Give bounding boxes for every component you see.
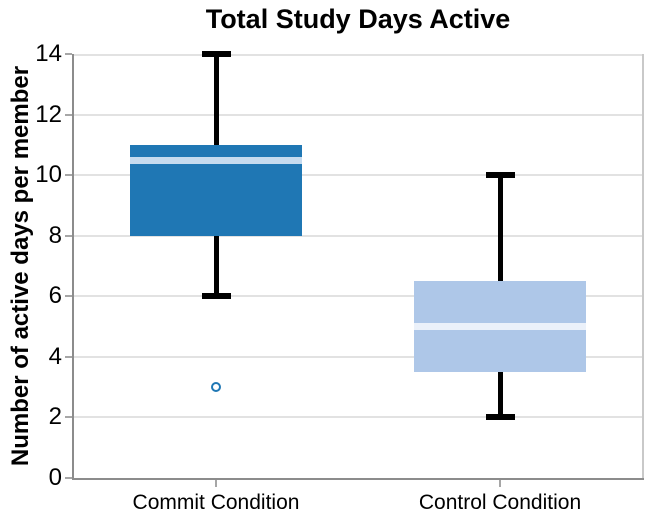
right-axis-spine <box>642 54 644 478</box>
upper-whisker-commit-condition <box>213 54 219 145</box>
gridline-y-4 <box>74 355 642 358</box>
gridline-y-2 <box>74 416 642 419</box>
y-tick-mark-4 <box>65 355 72 358</box>
x-tick-mark-commit-condition <box>215 480 217 487</box>
gridline-y-8 <box>74 234 642 237</box>
gridline-y-10 <box>74 174 642 177</box>
y-tick-label-6: 6 <box>48 282 62 310</box>
plot-area <box>74 51 642 478</box>
y-tick-label-2: 2 <box>48 403 62 431</box>
y-tick-label-8: 8 <box>48 221 62 249</box>
outlier-commit-condition-0 <box>211 382 221 393</box>
y-tick-label-10: 10 <box>35 161 62 189</box>
y-tick-mark-8 <box>65 234 72 237</box>
y-tick-label-4: 4 <box>48 342 62 370</box>
y-tick-mark-10 <box>65 174 72 177</box>
x-tick-mark-control-condition <box>499 480 501 487</box>
left-axis-spine <box>72 54 74 480</box>
median-line-control-condition <box>414 323 586 331</box>
lower-whisker-cap-commit-condition <box>201 293 231 300</box>
y-tick-mark-0 <box>65 477 72 479</box>
y-tick-mark-6 <box>65 295 72 298</box>
y-tick-mark-12 <box>65 113 72 116</box>
lower-whisker-control-condition <box>497 372 503 418</box>
gridline-y-12 <box>74 113 642 116</box>
y-tick-mark-2 <box>65 416 72 419</box>
gridline-y-14 <box>74 54 642 56</box>
lower-whisker-cap-control-condition <box>485 414 515 421</box>
lower-whisker-commit-condition <box>213 235 219 297</box>
y-tick-mark-14 <box>65 53 72 55</box>
median-line-commit-condition <box>130 156 302 164</box>
upper-whisker-cap-commit-condition <box>201 51 231 57</box>
y-tick-label-0: 0 <box>48 464 62 491</box>
x-category-label-commit-condition: Commit Condition <box>132 491 300 514</box>
chart-title: Total Study Days Active <box>205 4 511 34</box>
y-tick-label-12: 12 <box>35 100 62 128</box>
upper-whisker-control-condition <box>497 175 503 282</box>
bottom-axis-spine <box>72 478 644 480</box>
gridline-y-6 <box>74 295 642 298</box>
y-tick-label-14: 14 <box>35 40 62 67</box>
upper-whisker-cap-control-condition <box>485 172 515 179</box>
x-category-label-control-condition: Control Condition <box>418 491 582 514</box>
